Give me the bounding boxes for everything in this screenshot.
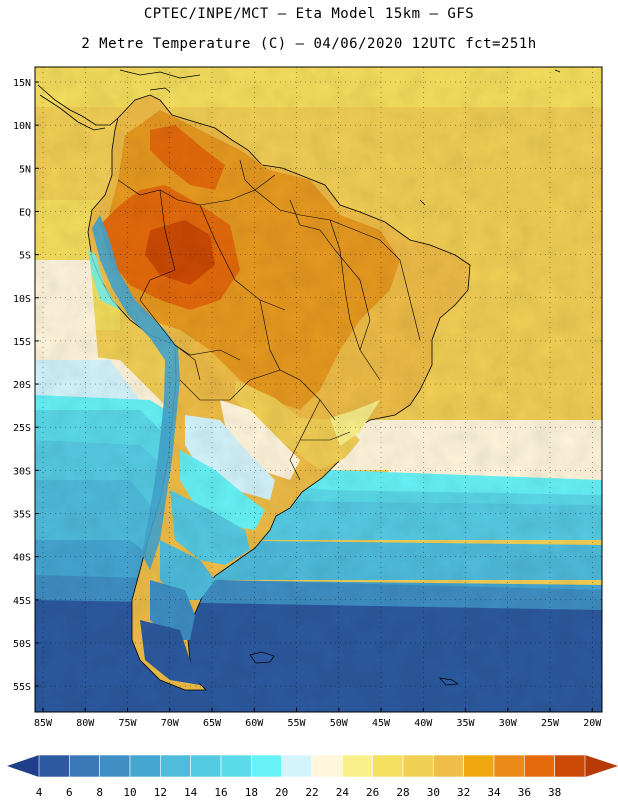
colorbar-swatch [69, 755, 99, 777]
lat-label: 45S [13, 596, 31, 607]
colorbar-swatch [464, 755, 494, 777]
lat-label: 35S [13, 510, 31, 521]
lat-label: 25S [13, 423, 31, 434]
colorbar-swatch [555, 755, 585, 777]
map-plot-area [35, 67, 602, 712]
colorbar-label: 12 [154, 786, 167, 799]
colorbar-swatch [191, 755, 221, 777]
temperature-colorbar: 4 6 8 10 12 14 16 18 20 22 24 26 28 30 32 34 36 38 [7, 755, 618, 799]
colorbar-swatch [403, 755, 433, 777]
lon-label: 20W [583, 718, 602, 729]
colorbar-label: 18 [245, 786, 258, 799]
colorbar-swatch [494, 755, 524, 777]
lon-label: 25W [541, 718, 560, 729]
lon-label: 40W [414, 718, 433, 729]
colorbar-swatch [251, 755, 281, 777]
colorbar-swatch [130, 755, 160, 777]
lat-label: 5S [19, 251, 31, 262]
colorbar-swatch [373, 755, 403, 777]
lat-label: 55S [13, 682, 31, 693]
colorbar-label: 6 [66, 786, 73, 799]
lat-label: 5N [19, 164, 31, 175]
lat-label: 10N [13, 121, 31, 132]
colorbar-swatch [524, 755, 554, 777]
lat-label: 15N [13, 78, 31, 89]
colorbar-label: 4 [36, 786, 43, 799]
colorbar-label: 16 [214, 786, 227, 799]
colorbar-label: 38 [548, 786, 561, 799]
colorbar-label: 8 [96, 786, 103, 799]
lat-label: 15S [13, 337, 31, 348]
colorbar-label: 32 [457, 786, 470, 799]
colorbar-label: 30 [427, 786, 440, 799]
colorbar-swatch [342, 755, 372, 777]
colorbar-swatch [312, 755, 342, 777]
lon-label: 75W [118, 718, 137, 729]
lon-label: 30W [499, 718, 518, 729]
lon-label: 35W [456, 718, 475, 729]
lat-label: 40S [13, 553, 31, 564]
temperature-map-figure: 15N 10N 5N EQ 5S 10S 15S 20S 25S 30S 35S 40S 45S 50S 5… [0, 0, 618, 800]
colorbar-label: 14 [184, 786, 198, 799]
colorbar-label: 10 [123, 786, 136, 799]
colorbar-label: 34 [487, 786, 501, 799]
lat-label: 50S [13, 639, 31, 650]
colorbar-swatch [160, 755, 190, 777]
lat-label: EQ [19, 207, 31, 218]
lon-label: 85W [34, 718, 53, 729]
lon-label: 45W [372, 718, 391, 729]
lat-label: 10S [13, 294, 31, 305]
colorbar-label: 36 [518, 786, 531, 799]
longitude-labels: 85W 80W 75W 70W 65W 60W 55W 50W 45W 40W 35W 30W 25W 2… [34, 718, 602, 729]
lon-label: 65W [203, 718, 222, 729]
colorbar-swatch [282, 755, 312, 777]
lon-label: 80W [76, 718, 95, 729]
lon-label: 50W [330, 718, 349, 729]
colorbar-label: 28 [396, 786, 409, 799]
colorbar-swatch [39, 755, 69, 777]
colorbar-swatch [221, 755, 251, 777]
lat-label: 30S [13, 466, 31, 477]
colorbar-label: 20 [275, 786, 288, 799]
colorbar-swatch [433, 755, 463, 777]
colorbar-label: 22 [305, 786, 318, 799]
lat-label: 20S [13, 380, 31, 391]
colorbar-high-arrow [585, 755, 618, 777]
lon-label: 70W [161, 718, 180, 729]
lon-label: 55W [287, 718, 306, 729]
latitude-labels: 15N 10N 5N EQ 5S 10S 15S 20S 25S 30S 35S 40S 45S 50S 5… [13, 78, 31, 693]
lon-label: 60W [245, 718, 264, 729]
colorbar-label: 24 [336, 786, 350, 799]
colorbar-label: 26 [366, 786, 379, 799]
colorbar-swatch [100, 755, 130, 777]
colorbar-low-arrow [7, 755, 39, 777]
